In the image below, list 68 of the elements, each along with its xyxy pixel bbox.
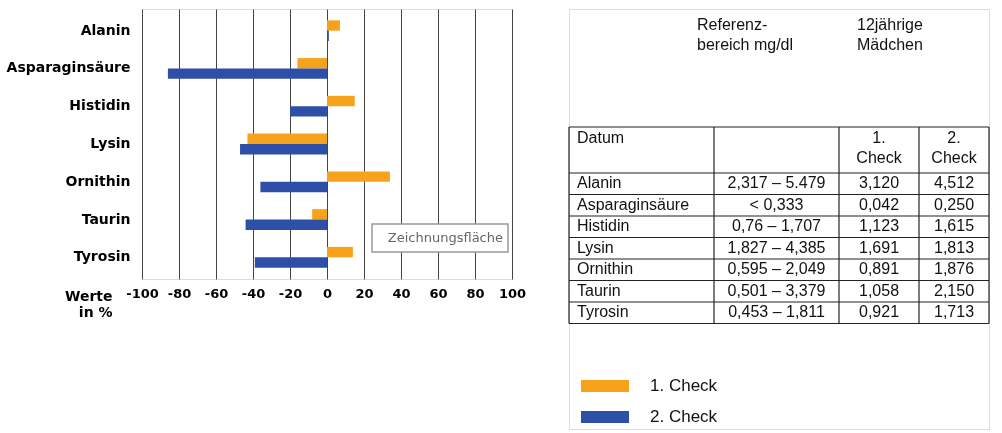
x-tick-label: 60 — [429, 285, 448, 301]
bar — [327, 171, 390, 182]
bar — [247, 133, 327, 144]
x-tick-label: -20 — [278, 285, 303, 301]
x-tick-label: 100 — [498, 285, 527, 301]
text: 0,76 – 1,707 — [732, 217, 822, 234]
x-tick-label: 80 — [466, 285, 485, 301]
y-tick-label: Ornithin — [65, 172, 131, 189]
text: 1,813 — [933, 238, 975, 256]
bar — [254, 257, 327, 268]
text: Ornithin — [577, 260, 634, 277]
text: 3,120 — [858, 174, 900, 191]
text: 0,501 – 3,379 — [727, 281, 826, 299]
text: 0,595 – 2,049 — [727, 260, 826, 277]
y-tick-label: Asparaginsäure — [6, 59, 131, 76]
legend-label: 1. Check — [650, 376, 718, 395]
bar — [327, 20, 340, 31]
text: Taurin — [577, 281, 621, 299]
bar — [245, 219, 327, 230]
y-tick-label: Alanin — [80, 21, 131, 38]
text: 0,453 – 1,811 — [728, 303, 825, 320]
x-tick-label: -40 — [241, 285, 266, 301]
text: Datum — [577, 129, 625, 146]
annotation: Zeichnungsfläche — [387, 230, 503, 245]
x-tick-label: -100 — [126, 285, 159, 301]
bar — [297, 58, 327, 69]
text: 0,250 — [933, 195, 975, 213]
bar — [327, 246, 353, 258]
text: 4,512 — [933, 174, 975, 191]
text: Asparaginsäure — [577, 195, 690, 213]
text: 1,058 — [858, 281, 900, 299]
text: 0,042 — [858, 195, 900, 213]
bar — [240, 144, 327, 155]
bar — [260, 181, 327, 193]
text: 1,691 — [858, 238, 900, 256]
x-axis-title: Werte in % — [64, 287, 113, 320]
text: 0,891 — [858, 260, 900, 277]
text: Alanin — [577, 174, 622, 191]
text: 1,713 — [933, 303, 975, 320]
text: Histidin — [577, 217, 630, 234]
x-tick-label: 40 — [392, 285, 411, 301]
y-tick-label: Lysin — [90, 135, 131, 151]
text: 1,827 – 4,385 — [727, 238, 826, 256]
legend-label: 2. Check — [650, 407, 718, 426]
x-tick-label: -60 — [204, 285, 229, 301]
x-tick-label: -80 — [167, 285, 192, 301]
x-tick-label: 20 — [355, 285, 374, 301]
text: 1,876 — [933, 260, 975, 277]
text: 0,921 — [858, 303, 900, 320]
text: 1. Check — [856, 129, 903, 166]
y-tick-label: Taurin — [81, 210, 131, 227]
text: < 0,333 — [749, 195, 804, 213]
text: Tyrosin — [577, 303, 629, 320]
bar — [290, 106, 327, 117]
text: Referenz- bereich mg/dl — [697, 16, 794, 53]
bar — [312, 209, 327, 220]
text: 1,615 — [933, 217, 975, 234]
text: 2,150 — [933, 281, 975, 299]
y-tick-label: Tyrosin — [73, 248, 131, 265]
bar — [327, 95, 355, 107]
text: 12jährige Mädchen — [857, 16, 923, 53]
bar — [167, 68, 327, 79]
text: 2,317 – 5.479 — [727, 174, 826, 191]
text: 1,123 — [858, 217, 900, 234]
text: 2. Check — [931, 129, 978, 166]
x-tick-label: 0 — [322, 285, 333, 301]
y-tick-label: Histidin — [69, 97, 131, 114]
text: Lysin — [577, 238, 614, 256]
